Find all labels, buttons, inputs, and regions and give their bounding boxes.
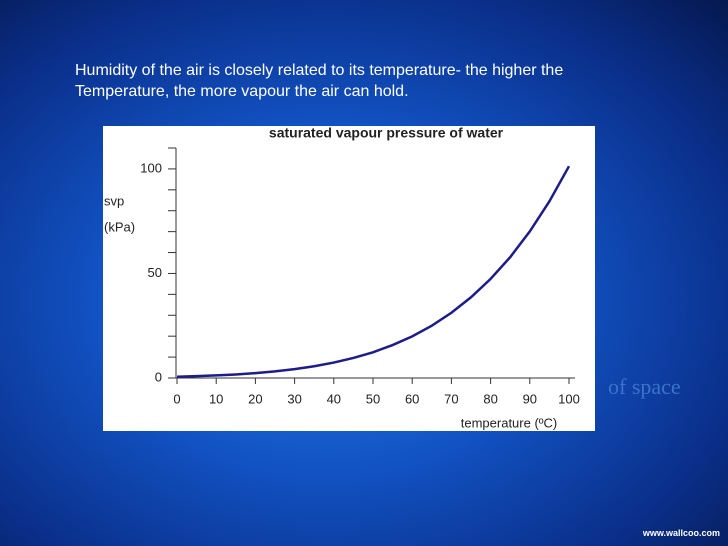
x-tick-label: 30 xyxy=(287,391,301,406)
x-tick-label: 70 xyxy=(444,391,458,406)
slide-text: Temperature, the more vapour the air can… xyxy=(75,83,409,100)
chart-background xyxy=(103,126,595,431)
x-tick-label: 80 xyxy=(483,391,497,406)
x-tick-label: 90 xyxy=(523,391,537,406)
y-axis-label: (kPa) xyxy=(104,219,135,234)
x-tick-label: 40 xyxy=(327,391,341,406)
x-tick-label: 100 xyxy=(558,391,580,406)
y-tick-label: 50 xyxy=(148,265,162,280)
y-tick-label: 0 xyxy=(155,369,162,384)
chart-title: saturated vapour pressure of water xyxy=(269,125,504,141)
y-tick-label: 100 xyxy=(140,160,162,175)
x-tick-label: 10 xyxy=(209,391,223,406)
x-tick-label: 60 xyxy=(405,391,419,406)
data-line xyxy=(176,165,571,378)
credit: www.wallcoo.com xyxy=(642,528,720,538)
slide-text: Humidity of the air is closely related t… xyxy=(75,62,564,79)
x-tick-label: 20 xyxy=(248,391,262,406)
watermark: of space xyxy=(608,374,681,399)
x-tick-label: 50 xyxy=(366,391,380,406)
x-axis-label: temperature (ºC) xyxy=(461,415,558,430)
x-tick-label: 0 xyxy=(173,391,180,406)
y-axis-label: svp xyxy=(104,193,124,208)
